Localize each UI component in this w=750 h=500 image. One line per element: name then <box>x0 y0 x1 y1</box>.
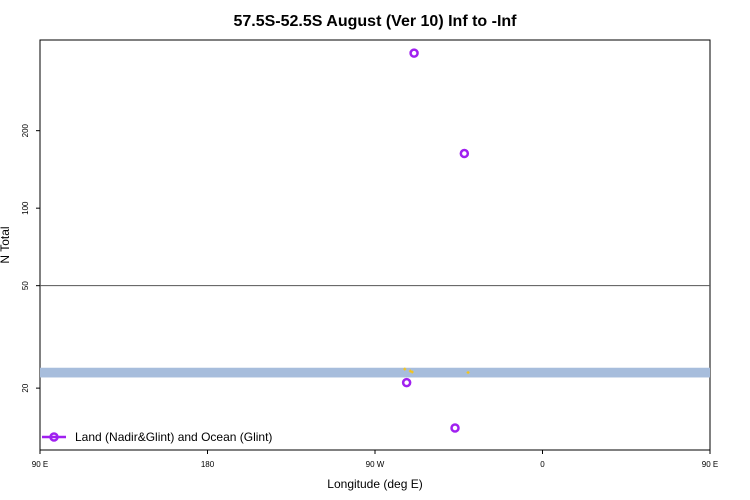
y-tick-label: 50 <box>21 281 30 290</box>
highlight-point <box>410 370 414 374</box>
band <box>40 367 710 378</box>
y-tick-label: 20 <box>21 383 30 392</box>
x-axis-ticks: 90 E 180 90 W 0 90 E <box>32 450 718 469</box>
plot-frame <box>39 39 711 451</box>
band-layer <box>40 367 710 378</box>
y-tick-label: 200 <box>21 123 30 137</box>
legend-marker-icon <box>49 432 59 442</box>
x-tick-label: 0 <box>540 460 545 469</box>
x-axis-label: Longitude (deg E) <box>327 477 422 491</box>
highlight-point <box>466 370 470 374</box>
x-tick-label: 180 <box>201 460 215 469</box>
data-point <box>401 377 412 388</box>
x-tick-label: 90 E <box>702 460 718 469</box>
highlight-point <box>403 367 407 371</box>
data-point <box>459 148 470 159</box>
y-axis-label: N Total <box>0 226 12 263</box>
x-tick-label: 90 W <box>366 460 385 469</box>
highlight-points-layer <box>403 367 470 374</box>
data-point <box>450 423 460 433</box>
highlight-point <box>408 369 412 373</box>
legend-label: Land (Nadir&Glint) and Ocean (Glint) <box>75 430 272 444</box>
y-axis-ticks: 20 50 100 200 <box>21 123 40 393</box>
legend: Land (Nadir&Glint) and Ocean (Glint) <box>42 430 272 444</box>
y-tick-label: 100 <box>21 201 30 215</box>
data-points-layer <box>401 48 470 433</box>
data-point <box>409 48 419 58</box>
x-tick-label: 90 E <box>32 460 48 469</box>
chart-title: 57.5S-52.5S August (Ver 10) Inf to -Inf <box>233 13 517 30</box>
